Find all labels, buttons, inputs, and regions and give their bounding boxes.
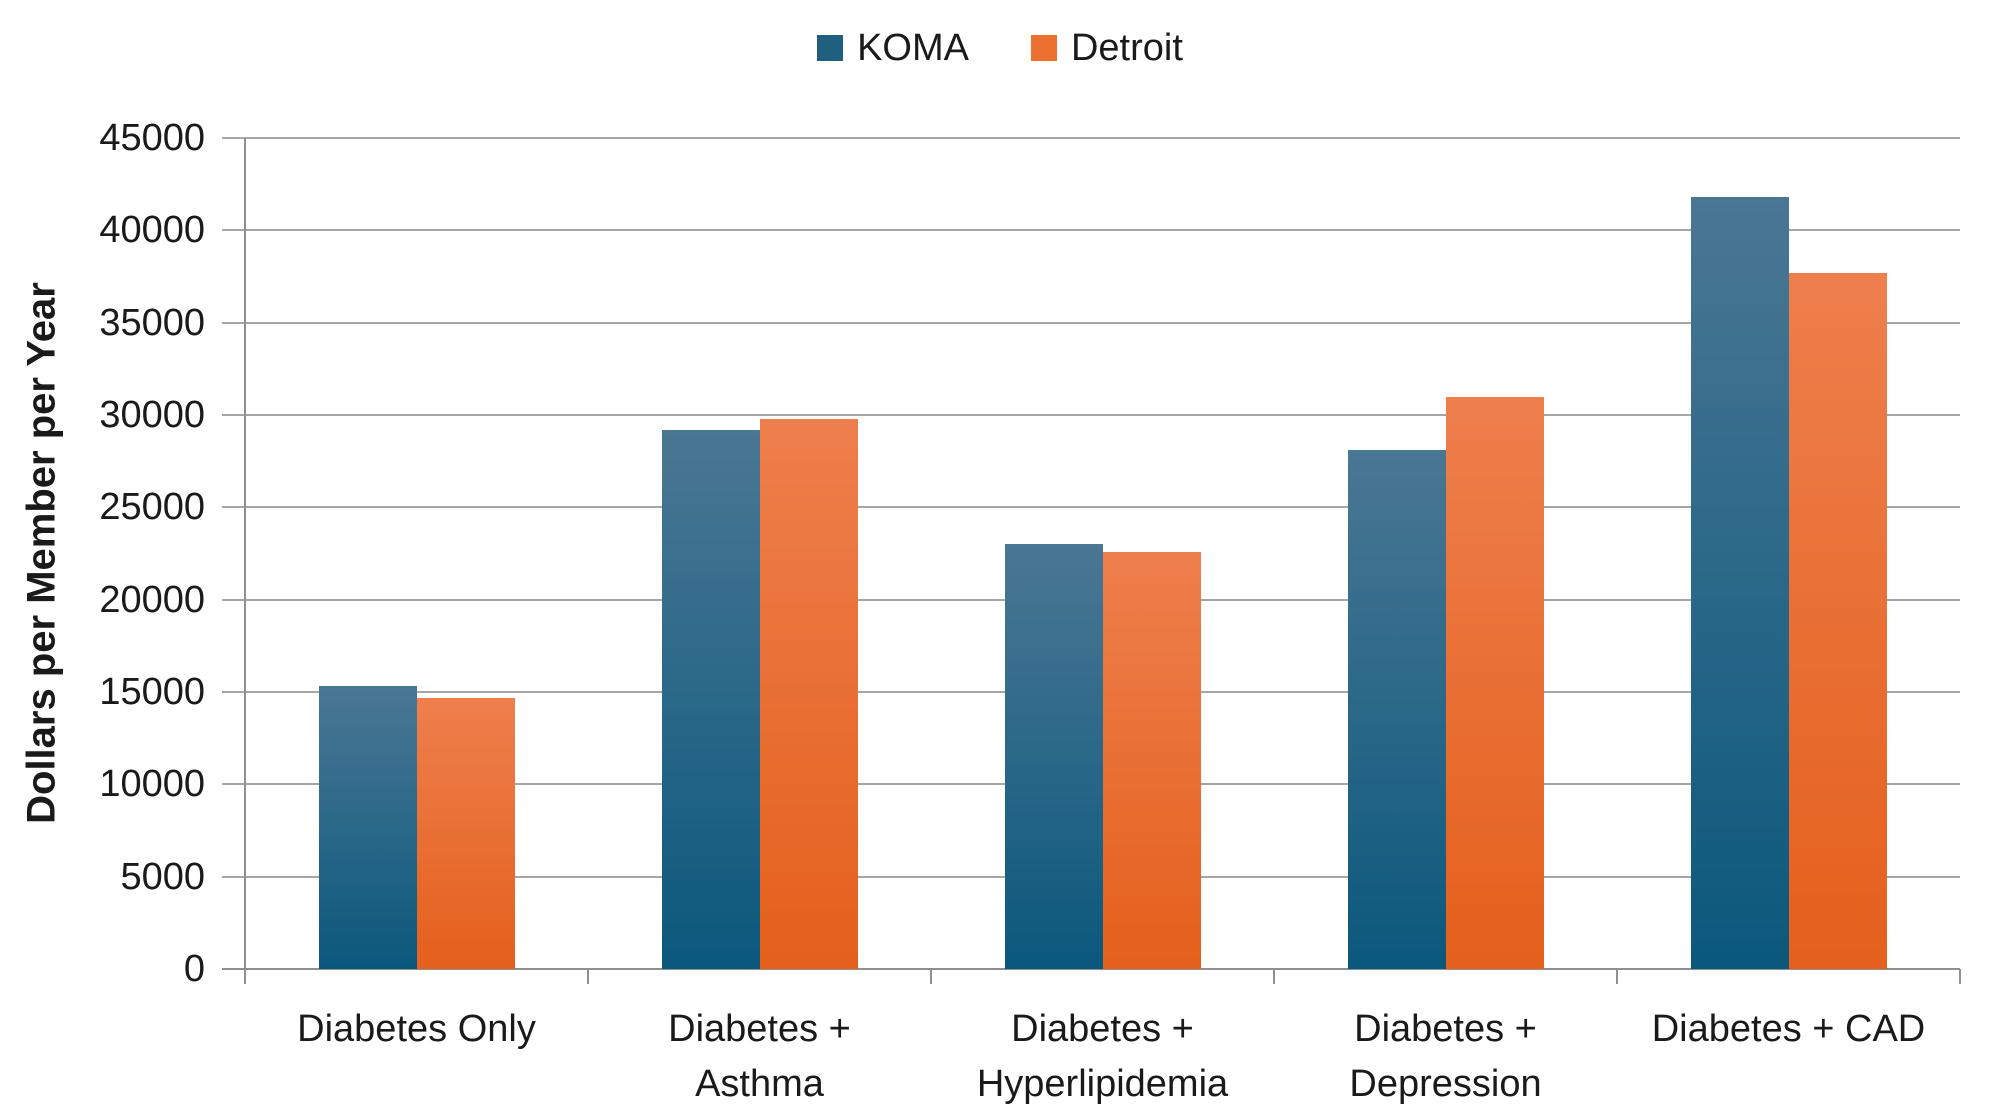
x-axis-tick [1959, 969, 1961, 984]
x-label-diabetes-only: Diabetes Only [227, 1002, 607, 1057]
x-label-line: Diabetes + [1011, 1008, 1194, 1050]
legend-label-koma: KOMA [857, 27, 969, 69]
gridline-30000 [222, 414, 1960, 416]
x-label-line: Depression [1349, 1063, 1542, 1105]
legend-item-detroit: Detroit [1030, 27, 1183, 69]
legend-label-detroit: Detroit [1070, 27, 1183, 69]
bar-koma-diabetes-only [318, 686, 417, 969]
bar-detroit-diabetes-depression [1445, 396, 1544, 969]
y-tick-label-30000: 30000 [99, 394, 205, 436]
bar-koma-diabetes-cad [1690, 197, 1789, 969]
x-axis-tick [244, 969, 246, 984]
plot-area [222, 137, 1960, 971]
chart-legend: KOMA Detroit [0, 22, 2000, 74]
x-label-line: Diabetes + CAD [1651, 1008, 1926, 1050]
x-label-diabetes-cad: Diabetes + CAD [1599, 1002, 1979, 1057]
bar-detroit-diabetes-only [416, 697, 515, 969]
x-axis-tick [930, 969, 932, 984]
legend-swatch-detroit [1030, 35, 1057, 61]
bar-detroit-diabetes-hyperlipidemia [1102, 551, 1201, 969]
bar-koma-diabetes-hyperlipidemia [1004, 544, 1103, 969]
y-tick-label-10000: 10000 [99, 763, 205, 806]
x-axis-tick [1273, 969, 1275, 984]
bar-detroit-diabetes-asthma [759, 418, 858, 969]
gridline-35000 [222, 321, 1960, 324]
bar-koma-diabetes-asthma [661, 429, 760, 969]
x-label-line: Diabetes Only [297, 1008, 536, 1050]
x-label-line: Asthma [695, 1063, 824, 1105]
x-label-line: Diabetes + [668, 1008, 851, 1050]
y-tick-label-45000: 45000 [99, 117, 205, 159]
bar-koma-diabetes-depression [1347, 450, 1446, 969]
y-tick-label-25000: 25000 [99, 486, 205, 529]
gridline-40000 [222, 229, 1960, 232]
y-axis-title: Dollars per Member per Year [19, 282, 64, 824]
x-label-diabetes-depression: Diabetes + Depression [1256, 1002, 1636, 1112]
y-tick-label-40000: 40000 [99, 209, 205, 252]
x-label-diabetes-asthma: Diabetes + Asthma [570, 1002, 950, 1112]
y-tick-label-20000: 20000 [99, 578, 205, 621]
y-tick-label-5000: 5000 [120, 855, 205, 898]
x-label-diabetes-hyperlipidemia: Diabetes + Hyperlipidemia [913, 1002, 1293, 1112]
gridline-45000 [222, 137, 1960, 139]
y-axis-line [244, 138, 246, 971]
gridline-25000 [222, 506, 1960, 509]
bar-detroit-diabetes-cad [1788, 272, 1887, 969]
x-label-line: Diabetes + [1354, 1008, 1537, 1050]
y-tick-label-35000: 35000 [99, 301, 205, 344]
x-axis-tick [587, 969, 589, 984]
y-tick-label-15000: 15000 [99, 671, 205, 713]
x-axis-tick [1616, 969, 1618, 984]
legend-swatch-koma [817, 35, 844, 61]
y-tick-label-0: 0 [183, 948, 205, 990]
x-axis-line [222, 968, 1960, 970]
x-label-line: Hyperlipidemia [976, 1063, 1229, 1105]
legend-item-koma: KOMA [817, 29, 969, 67]
